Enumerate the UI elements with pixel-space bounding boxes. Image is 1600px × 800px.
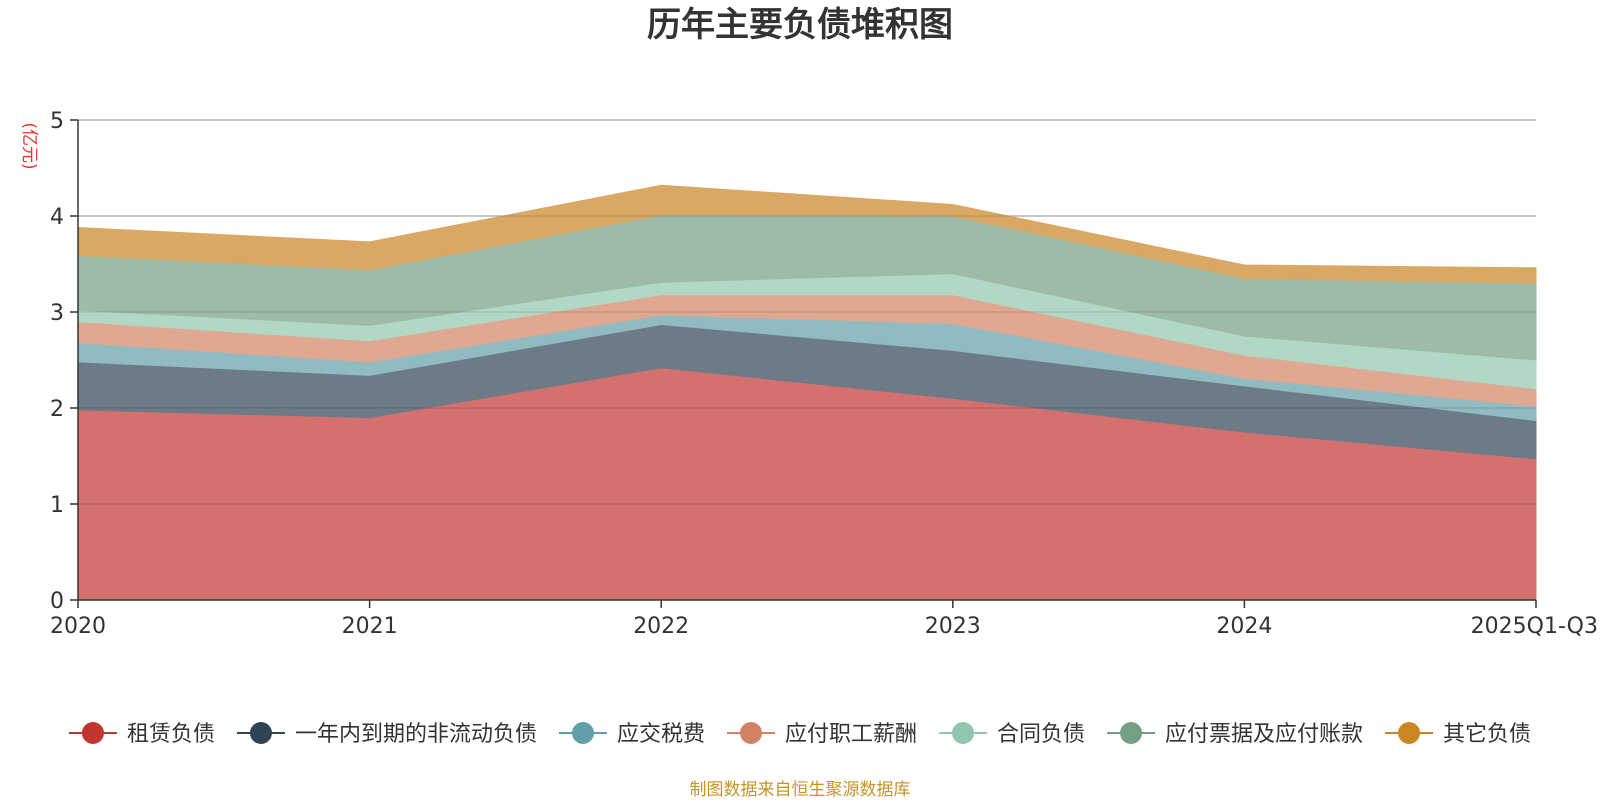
legend-label: 应付票据及应付账款 — [1165, 722, 1363, 747]
y-axis-unit: (亿元) — [19, 122, 39, 169]
y-tick-label: 0 — [50, 589, 64, 614]
axes: 0 1 2 3 4 5 2020 2021 2022 2023 2024 2025Q1-Q3 — [50, 109, 1598, 639]
legend-circle-marker — [249, 722, 272, 744]
legend-label: 租赁负债 — [127, 722, 215, 747]
x-tick-label: 2025Q1-Q3 — [1471, 614, 1598, 639]
x-tick-label: 2021 — [342, 614, 398, 639]
area-series-group — [77, 119, 1537, 601]
x-tick-label: 2024 — [1216, 614, 1272, 639]
y-tick-label: 2 — [50, 397, 64, 422]
legend-label: 合同负债 — [997, 722, 1085, 747]
y-tick-label: 1 — [50, 493, 64, 518]
x-tick-label: 2023 — [925, 614, 981, 639]
legend-item-6[interactable]: 其它负债 — [1385, 722, 1531, 747]
y-tick-label: 3 — [50, 301, 64, 326]
legend-circle-marker — [1120, 722, 1143, 744]
legend-item-1[interactable]: 一年内到期的非流动负债 — [236, 722, 537, 747]
legend-item-3[interactable]: 应付职工薪酬 — [726, 722, 917, 747]
legend-label: 其它负债 — [1443, 722, 1531, 747]
chart-title: 历年主要负债堆积图 — [647, 5, 953, 45]
legend-circle-marker — [81, 722, 104, 744]
legend-circle-marker — [952, 722, 975, 744]
y-tick-label: 4 — [50, 205, 64, 230]
legend-item-0[interactable]: 租赁负债 — [68, 722, 215, 747]
x-tick-label: 2022 — [633, 614, 689, 639]
x-tick-label: 2020 — [50, 614, 106, 639]
legend: 租赁负债 一年内到期的非流动负债 应交税费 应付职工薪酬 合同负债 应付票据及应付账款 其它… — [68, 722, 1531, 747]
legend-item-2[interactable]: 应交税费 — [558, 722, 705, 747]
legend-label: 一年内到期的非流动负债 — [295, 722, 537, 747]
legend-label: 应付职工薪酬 — [785, 722, 917, 747]
y-tick-label: 5 — [50, 109, 64, 134]
legend-item-5[interactable]: 应付票据及应付账款 — [1107, 722, 1363, 747]
legend-label: 应交税费 — [617, 722, 705, 747]
legend-circle-marker — [571, 722, 594, 744]
legend-circle-marker — [1398, 722, 1421, 744]
source-note: 制图数据来自恒生聚源数据库 — [690, 780, 911, 800]
legend-circle-marker — [739, 722, 762, 744]
legend-item-4[interactable]: 合同负债 — [939, 722, 1085, 747]
area-series-6[interactable] — [77, 184, 1537, 284]
